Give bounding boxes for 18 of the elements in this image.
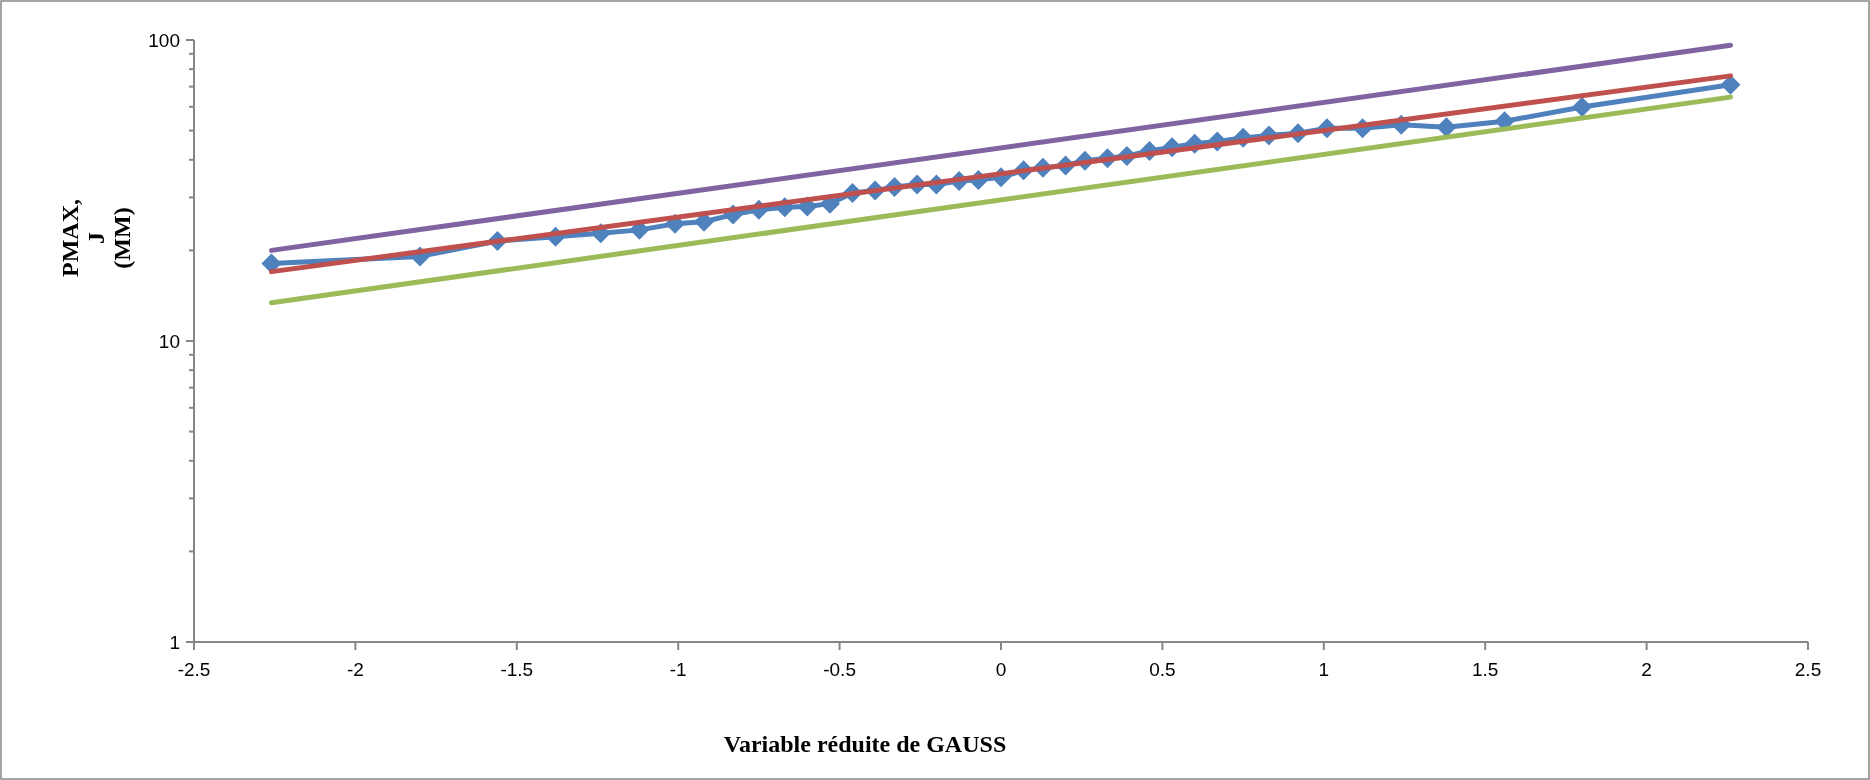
x-tick-label: 1 bbox=[1318, 659, 1330, 680]
point bbox=[1436, 117, 1457, 138]
x-tick-label: -1.5 bbox=[500, 659, 534, 680]
x-tick-label: -0.5 bbox=[823, 659, 856, 680]
x-tick-label: -2 bbox=[346, 659, 364, 680]
x-tick-label: 0.5 bbox=[1149, 659, 1176, 680]
x-tick-label: 2.5 bbox=[1794, 659, 1822, 680]
y-axis-title: PMAX, J (MM) bbox=[57, 199, 135, 277]
x-tick-label: 1.5 bbox=[1471, 659, 1499, 680]
y-tick-label: 10 bbox=[158, 330, 180, 352]
point bbox=[1572, 96, 1593, 117]
x-axis-title: Variable réduite de GAUSS bbox=[723, 731, 1007, 757]
y-tick-label: 100 bbox=[148, 29, 180, 51]
x-tick-label: 2 bbox=[1641, 659, 1652, 680]
x-tick-label: 0 bbox=[995, 659, 1007, 680]
y-tick-label: 1 bbox=[169, 631, 180, 653]
x-tick-label: -2.5 bbox=[177, 659, 211, 680]
x-tick-label: -1 bbox=[669, 659, 687, 680]
